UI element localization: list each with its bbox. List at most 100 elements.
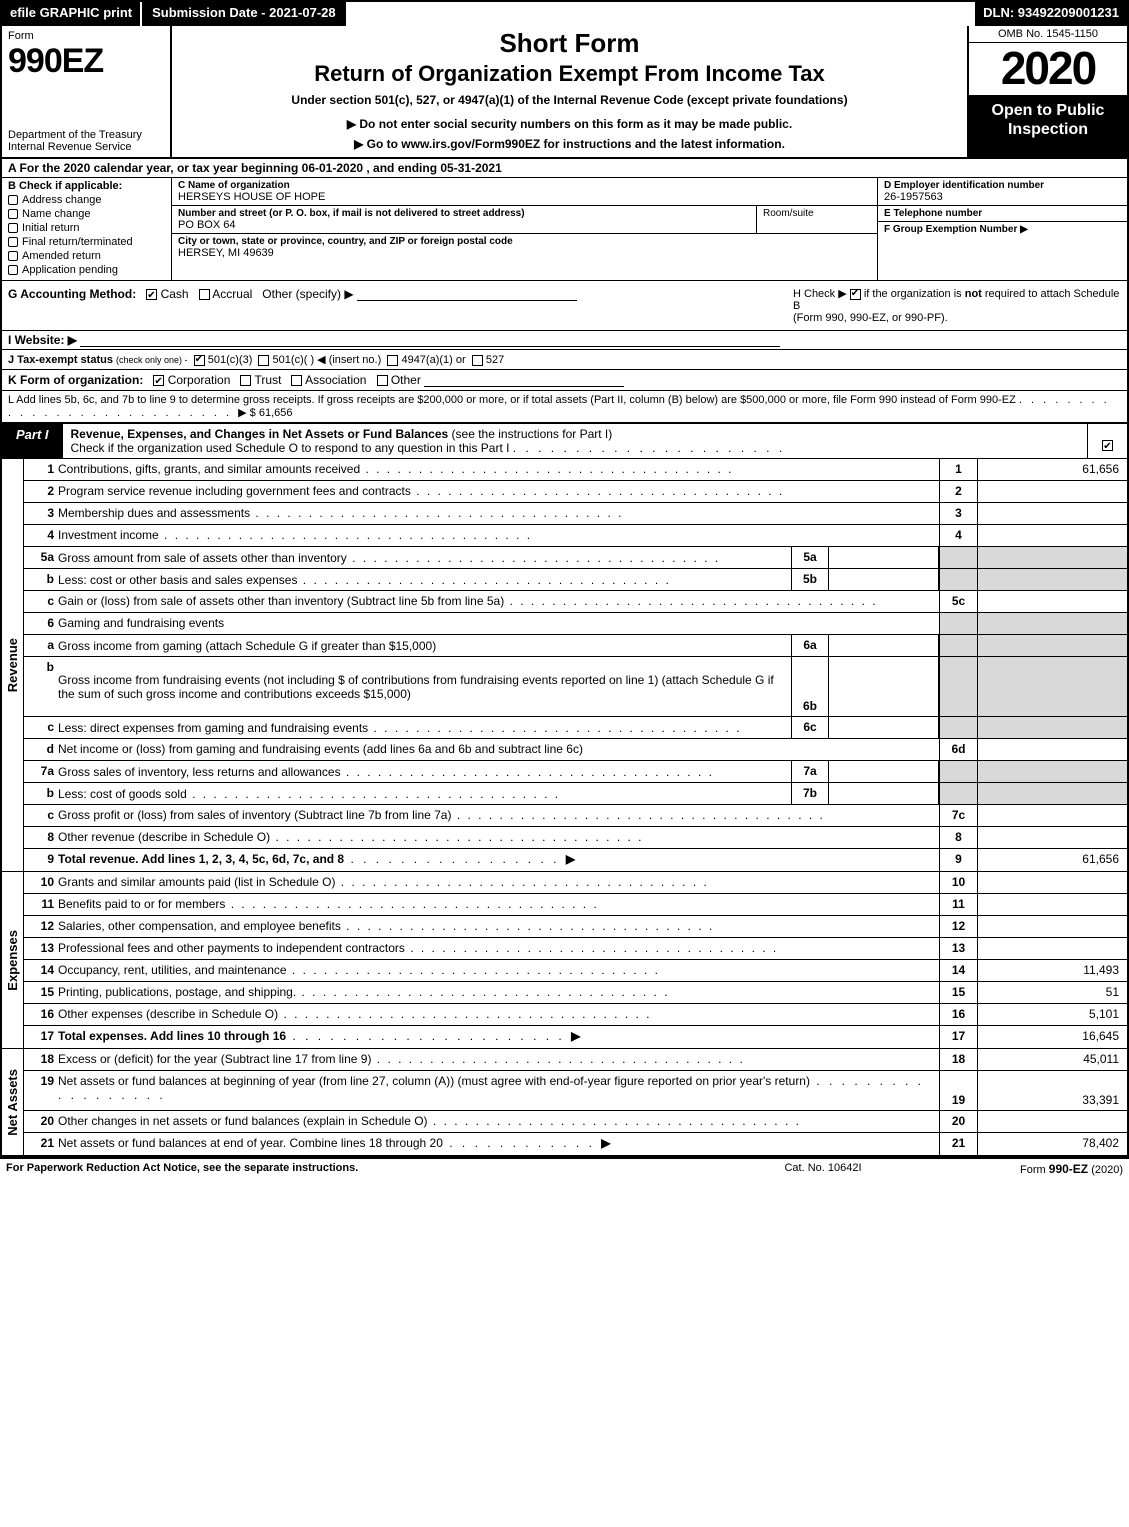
line-20: 20Other changes in net assets or fund ba… bbox=[24, 1111, 1127, 1133]
cb-501c[interactable] bbox=[258, 355, 269, 366]
city-label: City or town, state or province, country… bbox=[178, 236, 871, 247]
cb-initial-return[interactable]: Initial return bbox=[8, 222, 165, 234]
part1-check[interactable] bbox=[1087, 424, 1127, 458]
page-footer: For Paperwork Reduction Act Notice, see … bbox=[0, 1159, 1129, 1179]
lr bbox=[939, 761, 977, 782]
goto-link[interactable]: ▶ Go to www.irs.gov/Form990EZ for instru… bbox=[180, 137, 959, 151]
g-label: G Accounting Method: bbox=[8, 287, 136, 301]
g-cash: Cash bbox=[161, 287, 189, 301]
line-7b: bLess: cost of goods sold7b bbox=[24, 783, 1127, 805]
cb-name-change[interactable]: Name change bbox=[8, 208, 165, 220]
line-6a: aGross income from gaming (attach Schedu… bbox=[24, 635, 1127, 657]
ln: c bbox=[24, 717, 58, 738]
lr bbox=[939, 783, 977, 804]
cb-application-pending[interactable]: Application pending bbox=[8, 264, 165, 276]
ln: 10 bbox=[24, 872, 58, 893]
line-11: 11Benefits paid to or for members11 bbox=[24, 894, 1127, 916]
lv bbox=[977, 635, 1127, 656]
mc: 5a bbox=[791, 547, 829, 568]
cb-other[interactable] bbox=[377, 375, 388, 386]
tax-year: 2020 bbox=[969, 43, 1127, 95]
efile-graphic-label: efile GRAPHIC print bbox=[2, 2, 140, 26]
open-to-public: Open to Public Inspection bbox=[969, 95, 1127, 157]
ld: Contributions, gifts, grants, and simila… bbox=[58, 459, 939, 480]
i-label: I Website: ▶ bbox=[8, 333, 77, 347]
ld: Net assets or fund balances at beginning… bbox=[58, 1071, 939, 1110]
print-link[interactable]: print bbox=[103, 5, 132, 20]
lv: 16,645 bbox=[977, 1026, 1127, 1048]
line-5c: cGain or (loss) from sale of assets othe… bbox=[24, 591, 1127, 613]
h-text1: H Check ▶ bbox=[793, 288, 847, 300]
g-accrual: Accrual bbox=[212, 287, 252, 301]
ln: c bbox=[24, 591, 58, 612]
arrow-icon: ▶ bbox=[571, 1029, 580, 1043]
lr: 11 bbox=[939, 894, 977, 915]
ln: b bbox=[24, 783, 58, 804]
expenses-label: Expenses bbox=[2, 872, 24, 1048]
k-other-input[interactable] bbox=[424, 375, 624, 387]
line-7a: 7aGross sales of inventory, less returns… bbox=[24, 761, 1127, 783]
goto-text: ▶ Go to www.irs.gov/Form990EZ for instru… bbox=[354, 137, 785, 151]
ln: d bbox=[24, 739, 58, 760]
footer-right: Form 990-EZ (2020) bbox=[923, 1162, 1123, 1176]
mv bbox=[829, 569, 939, 590]
line-8: 8Other revenue (describe in Schedule O)8 bbox=[24, 827, 1127, 849]
cb-trust[interactable] bbox=[240, 375, 251, 386]
mc: 5b bbox=[791, 569, 829, 590]
f-label: F Group Exemption Number ▶ bbox=[884, 224, 1121, 235]
netassets-section: Net Assets 18Excess or (deficit) for the… bbox=[2, 1049, 1127, 1157]
section-b: B Check if applicable: Address change Na… bbox=[2, 178, 172, 280]
lr: 21 bbox=[939, 1133, 977, 1155]
ln: c bbox=[24, 805, 58, 826]
ln: 17 bbox=[24, 1026, 58, 1048]
lv bbox=[977, 547, 1127, 568]
lr bbox=[939, 613, 977, 634]
cb-address-change[interactable]: Address change bbox=[8, 194, 165, 206]
form-990ez-page: efile GRAPHIC print Submission Date - 20… bbox=[0, 0, 1129, 1159]
website-input[interactable] bbox=[80, 335, 780, 347]
ld: Gross amount from sale of assets other t… bbox=[58, 551, 787, 565]
cb-corp[interactable] bbox=[153, 375, 164, 386]
title-return: Return of Organization Exempt From Incom… bbox=[180, 61, 959, 87]
ln: 3 bbox=[24, 503, 58, 524]
cb-527[interactable] bbox=[472, 355, 483, 366]
mc: 6c bbox=[791, 717, 829, 738]
cb-amended-return[interactable]: Amended return bbox=[8, 250, 165, 262]
line-4: 4Investment income4 bbox=[24, 525, 1127, 547]
lv: 61,656 bbox=[977, 849, 1127, 871]
ld: Other changes in net assets or fund bala… bbox=[58, 1111, 939, 1132]
ld: Grants and similar amounts paid (list in… bbox=[58, 872, 939, 893]
line-6c: cLess: direct expenses from gaming and f… bbox=[24, 717, 1127, 739]
cb-501c3[interactable] bbox=[194, 355, 205, 366]
cb-4947[interactable] bbox=[387, 355, 398, 366]
ln: 2 bbox=[24, 481, 58, 502]
l19-desc: Net assets or fund balances at beginning… bbox=[58, 1074, 810, 1088]
ld: Benefits paid to or for members bbox=[58, 894, 939, 915]
g-other-input[interactable] bbox=[357, 289, 577, 301]
cb-label: Final return/terminated bbox=[22, 236, 133, 248]
h-schedule-b: H Check ▶ if the organization is not req… bbox=[787, 281, 1127, 330]
mc: 7a bbox=[791, 761, 829, 782]
lr: 6d bbox=[939, 739, 977, 760]
lr bbox=[939, 635, 977, 656]
lr bbox=[939, 717, 977, 738]
c-city-cell: City or town, state or province, country… bbox=[172, 234, 877, 261]
lr: 8 bbox=[939, 827, 977, 848]
mv bbox=[829, 657, 939, 716]
mv bbox=[829, 547, 939, 568]
cb-h[interactable] bbox=[850, 289, 861, 300]
lr: 7c bbox=[939, 805, 977, 826]
cb-cash[interactable] bbox=[146, 289, 157, 300]
cb-label: Application pending bbox=[22, 264, 118, 276]
expense-lines: 10Grants and similar amounts paid (list … bbox=[24, 872, 1127, 1048]
cb-final-return[interactable]: Final return/terminated bbox=[8, 236, 165, 248]
c-name-cell: C Name of organization HERSEYS HOUSE OF … bbox=[172, 178, 877, 206]
cb-accrual[interactable] bbox=[199, 289, 210, 300]
ld: Net assets or fund balances at end of ye… bbox=[58, 1133, 939, 1155]
lv bbox=[977, 1111, 1127, 1132]
cb-assoc[interactable] bbox=[291, 375, 302, 386]
lv bbox=[977, 657, 1127, 716]
cb-label: Amended return bbox=[22, 250, 101, 262]
line-21: 21Net assets or fund balances at end of … bbox=[24, 1133, 1127, 1155]
ld: Professional fees and other payments to … bbox=[58, 938, 939, 959]
